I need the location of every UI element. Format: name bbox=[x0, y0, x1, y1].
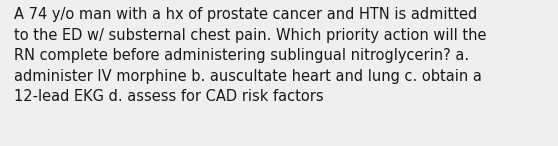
Text: A 74 y/o man with a hx of prostate cancer and HTN is admitted
to the ED w/ subst: A 74 y/o man with a hx of prostate cance… bbox=[14, 7, 487, 104]
